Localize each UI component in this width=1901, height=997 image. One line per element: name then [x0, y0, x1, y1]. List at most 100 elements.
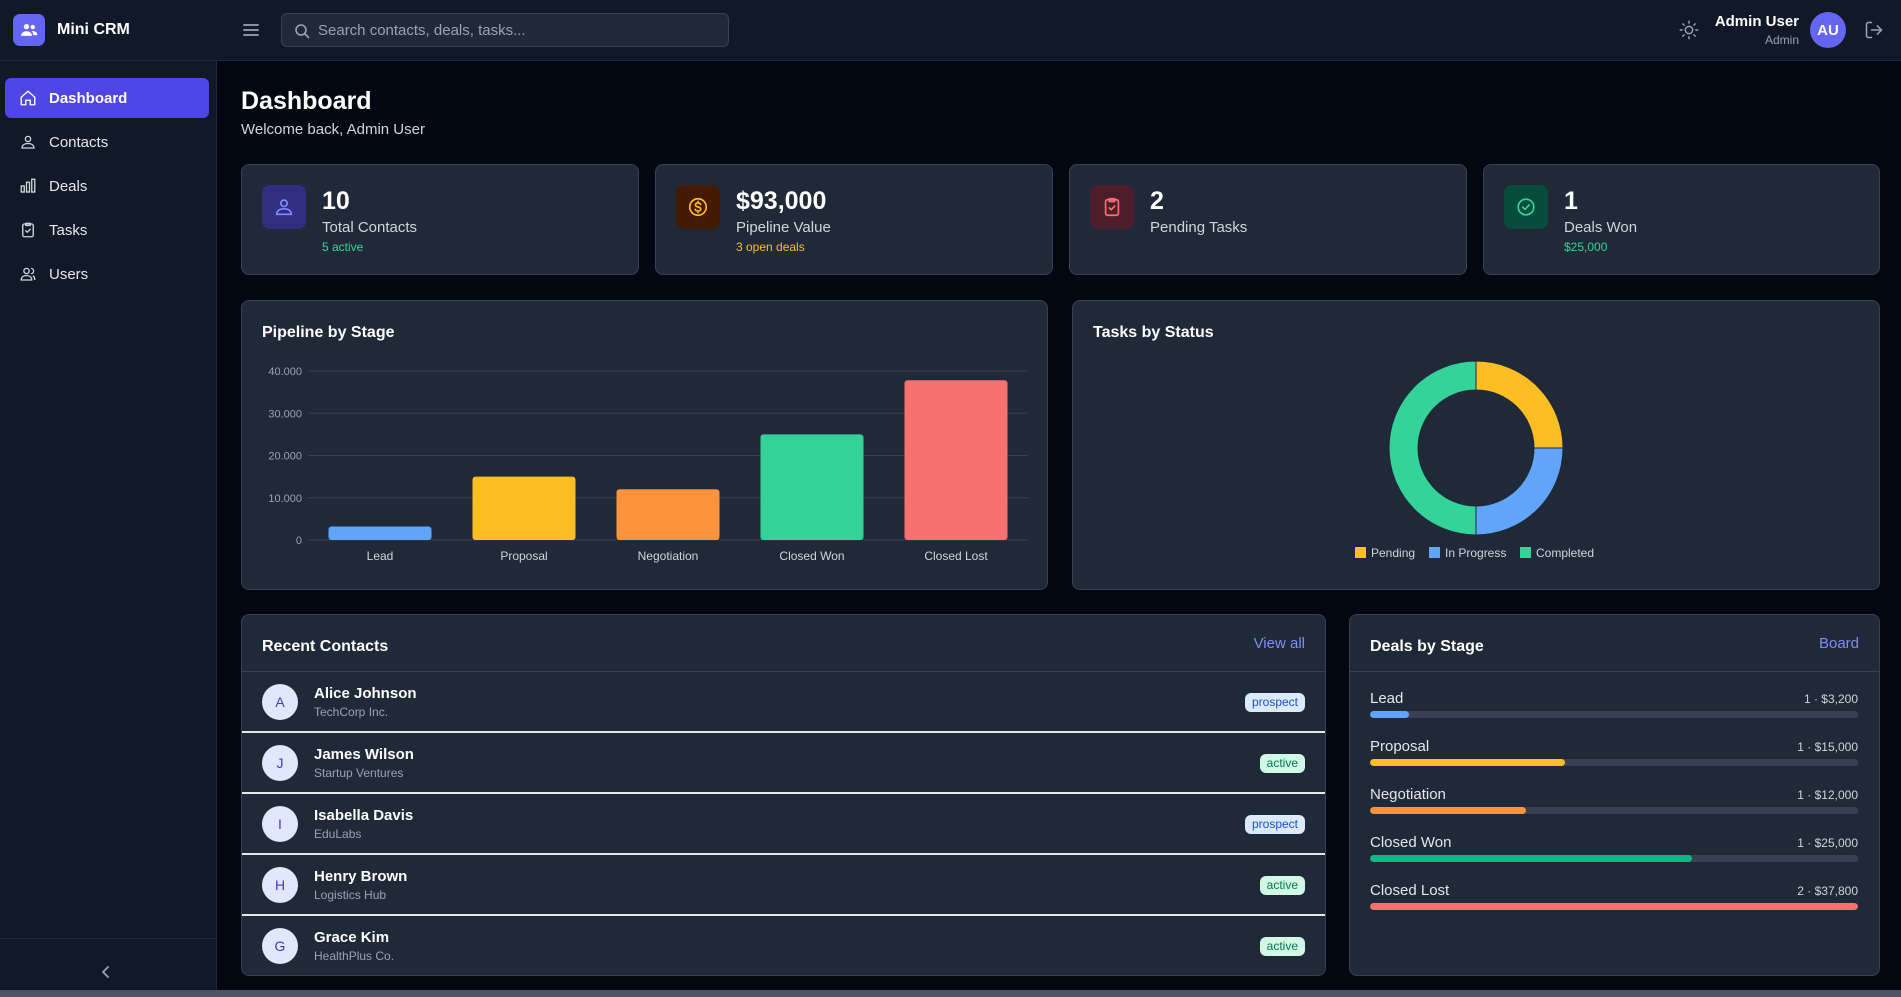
sidebar-item-users[interactable]: Users — [5, 254, 209, 294]
stage-name: Lead — [1370, 690, 1404, 707]
stat-label: Deals Won — [1564, 219, 1638, 236]
status-badge: active — [1259, 754, 1305, 773]
contact-row[interactable]: J James Wilson Startup Ventures active — [242, 733, 1325, 794]
bar — [760, 434, 864, 540]
sidebar-item-deals[interactable]: Deals — [5, 166, 209, 206]
y-tick-label: 30.000 — [268, 408, 302, 420]
sidebar-item-label: Users — [49, 265, 89, 283]
stage-progress-fill — [1370, 711, 1410, 718]
stage-name: Negotiation — [1370, 786, 1446, 803]
stage-progress-fill — [1370, 855, 1693, 862]
avatar: I — [262, 806, 298, 842]
donut-slice — [1388, 360, 1477, 536]
contact-company: EduLabs — [314, 827, 362, 841]
app-logo[interactable] — [13, 14, 45, 46]
stage-row-closed-lost: Closed Lost 2 · $37,800 — [1370, 882, 1858, 916]
x-tick-label: Proposal — [500, 549, 547, 563]
stage-progress-fill — [1370, 807, 1527, 814]
contact-row[interactable]: A Alice Johnson TechCorp Inc. prospect — [242, 672, 1325, 733]
clipboard-check-icon — [1090, 185, 1134, 229]
donut-slice — [1475, 360, 1564, 449]
search-icon — [295, 24, 310, 39]
stage-progress-track — [1370, 855, 1858, 862]
stage-name: Closed Lost — [1370, 882, 1450, 899]
user-name: Admin User — [1714, 13, 1799, 30]
top-bar: Mini CRM Admin User Admin AU — [0, 0, 1901, 61]
panel-title: Pipeline by Stage — [262, 324, 395, 341]
users-icon — [21, 24, 38, 36]
avatar: A — [262, 684, 298, 720]
hamburger-icon — [243, 24, 259, 36]
stat-value: $93,000 — [736, 187, 827, 215]
stage-name: Closed Won — [1370, 834, 1452, 851]
stat-card-contacts[interactable]: 10 Total Contacts 5 active — [241, 164, 639, 275]
deals-by-stage-card: Deals by Stage Board Lead 1 · $3,200 Pro… — [1349, 614, 1880, 976]
app-name: Mini CRM — [57, 21, 130, 38]
check-circle-icon — [1504, 185, 1548, 229]
contact-row[interactable]: G Grace Kim HealthPlus Co. active — [242, 916, 1325, 977]
legend-swatch — [1355, 547, 1366, 558]
logout-button[interactable] — [1864, 20, 1884, 40]
theme-toggle-button[interactable] — [1678, 19, 1700, 41]
menu-toggle-button[interactable] — [240, 20, 262, 40]
stage-meta: 1 · $3,200 — [1803, 692, 1858, 706]
x-tick-label: Closed Won — [779, 549, 844, 563]
avatar: G — [262, 928, 298, 964]
sidebar-item-contacts[interactable]: Contacts — [5, 122, 209, 162]
clipboard-icon — [18, 220, 38, 240]
stage-meta: 1 · $15,000 — [1797, 740, 1858, 754]
sidebar-item-tasks[interactable]: Tasks — [5, 210, 209, 250]
view-all-link[interactable]: View all — [1253, 635, 1305, 652]
x-tick-label: Negotiation — [638, 549, 699, 563]
contact-row[interactable]: I Isabella Davis EduLabs prospect — [242, 794, 1325, 855]
bar — [472, 476, 576, 540]
contacts-icon — [262, 185, 306, 229]
dollar-icon — [676, 185, 720, 229]
tasks-donut-chart: Pending In Progress Completed — [1355, 360, 1594, 560]
stage-progress-track — [1370, 903, 1858, 910]
stat-card-pipeline[interactable]: $93,000 Pipeline Value 3 open deals — [655, 164, 1053, 275]
contact-company: HealthPlus Co. — [314, 949, 395, 963]
contact-row[interactable]: H Henry Brown Logistics Hub active — [242, 855, 1325, 916]
search-input[interactable] — [318, 14, 718, 46]
status-badge: prospect — [1244, 815, 1305, 834]
bar — [904, 380, 1008, 540]
stat-card-tasks[interactable]: 2 Pending Tasks — [1069, 164, 1467, 275]
search-box[interactable] — [281, 13, 729, 47]
user-avatar[interactable]: AU — [1810, 12, 1846, 48]
legend-swatch — [1429, 547, 1440, 558]
collapse-sidebar-button[interactable] — [98, 964, 114, 980]
legend-label: Pending — [1371, 546, 1415, 560]
sidebar-footer — [0, 938, 217, 997]
stat-value: 10 — [322, 187, 350, 215]
stat-value: 1 — [1564, 187, 1578, 215]
x-tick-label: Closed Lost — [924, 549, 988, 563]
sidebar-item-dashboard[interactable]: Dashboard — [5, 78, 209, 118]
stat-value: 2 — [1150, 187, 1164, 215]
board-link[interactable]: Board — [1818, 635, 1859, 652]
home-icon — [18, 88, 38, 108]
divider — [1350, 671, 1879, 672]
stage-row-negotiation: Negotiation 1 · $12,000 — [1370, 786, 1858, 820]
stage-name: Proposal — [1370, 738, 1430, 755]
stage-progress-fill — [1370, 759, 1566, 766]
users-icon — [18, 264, 38, 284]
y-tick-label: 40.000 — [268, 366, 302, 378]
stat-sub: 5 active — [322, 240, 364, 254]
donut-slice — [1475, 447, 1564, 536]
avatar: H — [262, 867, 298, 903]
stat-sub: $25,000 — [1564, 240, 1608, 254]
sun-icon — [1679, 20, 1699, 40]
avatar: J — [262, 745, 298, 781]
contact-company: TechCorp Inc. — [314, 705, 389, 719]
tasks-chart-card: Tasks by Status Pending In Progress Comple… — [1072, 300, 1880, 590]
contact-company: Startup Ventures — [314, 766, 404, 780]
stat-label: Pipeline Value — [736, 219, 831, 236]
contact-name: Alice Johnson — [314, 685, 417, 702]
y-tick-label: 10.000 — [268, 493, 302, 505]
sidebar-item-label: Deals — [49, 177, 88, 195]
window-bottom-edge — [0, 990, 1901, 997]
recent-contacts-card: Recent Contacts View all A Alice Johnson… — [241, 614, 1326, 976]
sidebar-item-label: Tasks — [49, 221, 88, 239]
stat-card-deals-won[interactable]: 1 Deals Won $25,000 — [1483, 164, 1880, 275]
